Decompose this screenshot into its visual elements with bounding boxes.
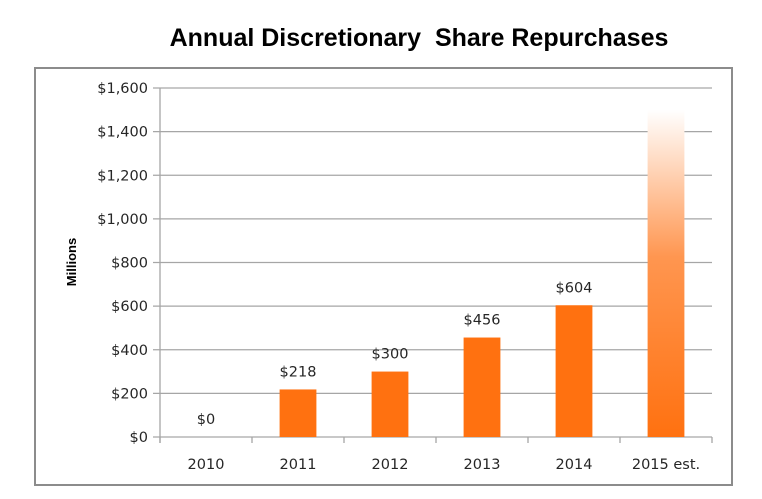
x-tick-label: 2010	[188, 457, 225, 473]
bar-estimate	[647, 109, 685, 437]
data-label: $0	[197, 412, 215, 428]
data-label: $218	[280, 364, 317, 380]
y-tick-label: $1,200	[97, 168, 148, 184]
y-tick-label: $0	[130, 430, 148, 446]
x-tick-label: 2011	[280, 457, 317, 473]
y-tick-label: $600	[111, 299, 148, 315]
x-tick-label: 2014	[556, 457, 593, 473]
bar	[555, 305, 593, 437]
y-tick-label: $1,000	[97, 212, 148, 228]
y-tick-label: $200	[111, 386, 148, 402]
bar	[371, 371, 409, 437]
gridlines	[153, 87, 712, 443]
y-tick-label: $800	[111, 256, 148, 272]
x-axis: 2010 2011 2012 2013 2014 2015 est.	[159, 437, 713, 473]
bars	[279, 109, 685, 437]
x-tick-label: 2012	[372, 457, 409, 473]
chart-title: Annual Discretionary Share Repurchases	[169, 24, 669, 52]
data-label: $300	[372, 347, 409, 363]
y-tick-label: $1,600	[97, 81, 148, 97]
bar	[279, 389, 317, 437]
data-labels: $0 $218 $300 $456 $604	[197, 280, 593, 428]
x-tick-label: 2015 est.	[632, 457, 700, 473]
data-label: $604	[556, 280, 593, 296]
y-tick-label: $1,400	[97, 125, 148, 141]
y-axis: $0 $200 $400 $600 $800 $1,000 $1,200 $1,400 $1,6…	[97, 81, 148, 446]
y-axis-label: Millions	[64, 238, 79, 286]
x-tick-label: 2013	[464, 457, 501, 473]
bar	[463, 337, 501, 437]
y-tick-label: $400	[111, 343, 148, 359]
data-label: $456	[464, 313, 501, 329]
